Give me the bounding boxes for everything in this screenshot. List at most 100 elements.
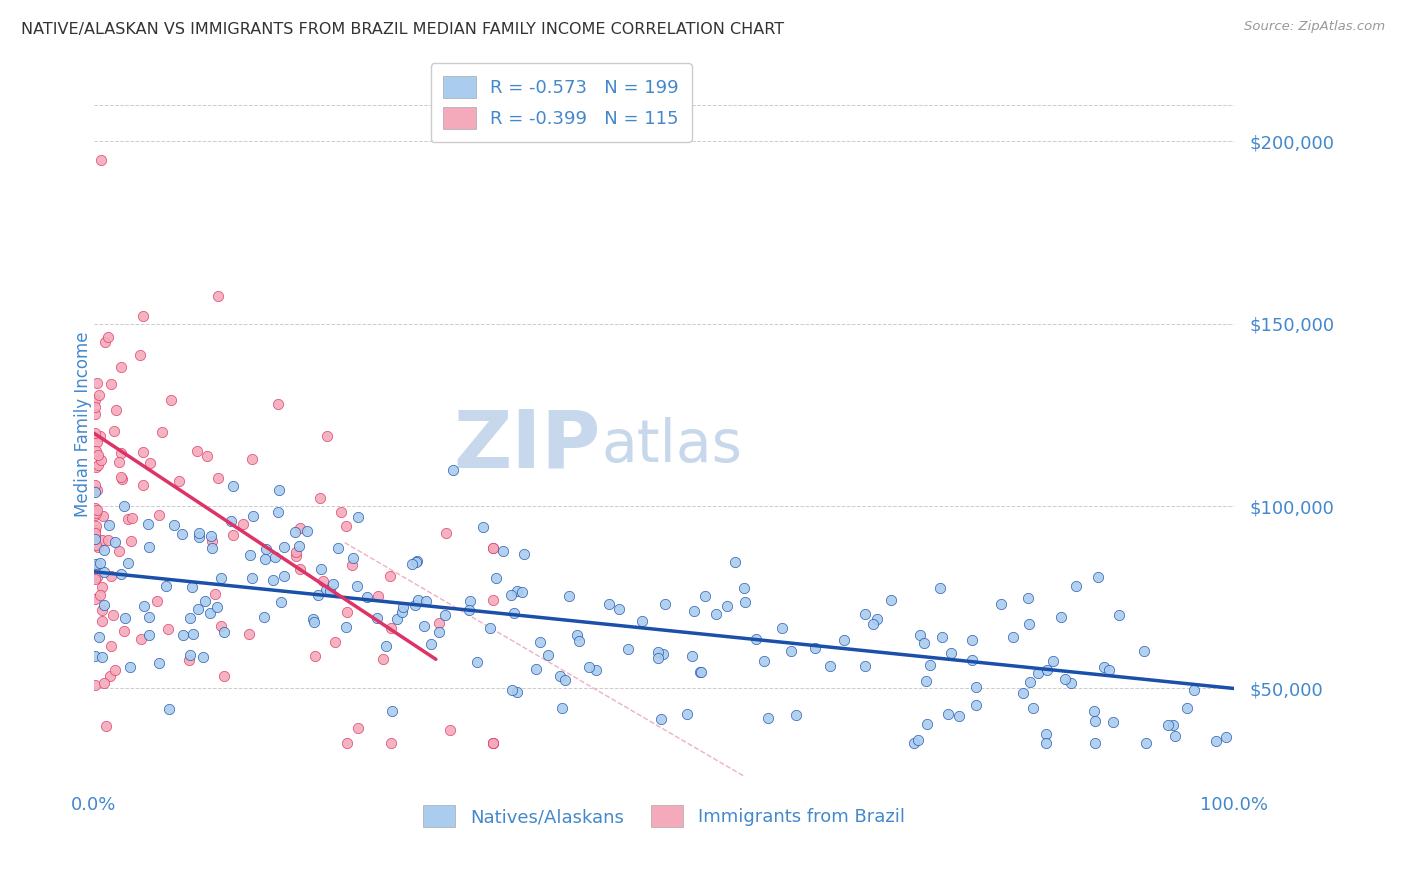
Point — [585, 663, 607, 677]
Point — [853, 607, 876, 621]
Point — [1001, 630, 1024, 644]
Point — [204, 586, 226, 600]
Point — [207, 289, 229, 303]
Point — [284, 549, 307, 563]
Point — [179, 653, 201, 667]
Point — [1018, 617, 1040, 632]
Point — [1083, 704, 1105, 718]
Point — [513, 547, 536, 561]
Legend: Natives/Alaskans, Immigrants from Brazil: Natives/Alaskans, Immigrants from Brazil — [416, 798, 912, 835]
Point — [551, 701, 574, 715]
Point — [312, 574, 335, 589]
Point — [912, 636, 935, 650]
Point — [86, 376, 108, 390]
Point — [117, 512, 139, 526]
Point — [87, 540, 110, 554]
Point — [263, 549, 285, 564]
Point — [84, 400, 107, 414]
Point — [689, 665, 711, 679]
Point — [647, 650, 669, 665]
Point — [941, 646, 963, 660]
Point — [98, 669, 121, 683]
Point — [302, 615, 325, 629]
Point — [262, 573, 284, 587]
Point — [114, 611, 136, 625]
Point — [1060, 676, 1083, 690]
Point — [506, 584, 529, 599]
Point — [254, 552, 277, 566]
Point — [336, 605, 359, 619]
Point — [723, 555, 745, 569]
Point — [914, 674, 936, 689]
Point — [336, 736, 359, 750]
Point — [93, 565, 115, 579]
Point — [960, 632, 983, 647]
Point — [607, 602, 630, 616]
Point — [134, 599, 156, 613]
Point — [84, 559, 107, 574]
Point — [465, 655, 488, 669]
Point — [427, 616, 450, 631]
Point — [482, 736, 505, 750]
Point — [371, 651, 394, 665]
Point — [482, 593, 505, 607]
Point — [1215, 730, 1237, 744]
Point — [180, 580, 202, 594]
Point — [179, 611, 201, 625]
Point — [948, 709, 970, 723]
Point — [84, 392, 107, 407]
Point — [98, 517, 121, 532]
Point — [695, 589, 717, 603]
Point — [104, 663, 127, 677]
Point — [84, 526, 107, 541]
Point — [347, 721, 370, 735]
Point — [434, 526, 457, 541]
Point — [195, 449, 218, 463]
Point — [84, 425, 107, 440]
Point — [1102, 714, 1125, 729]
Point — [965, 680, 987, 694]
Point — [681, 648, 703, 663]
Point — [1012, 685, 1035, 699]
Point — [565, 627, 588, 641]
Point — [112, 624, 135, 638]
Point — [89, 429, 111, 443]
Point — [160, 392, 183, 407]
Point — [91, 580, 114, 594]
Point — [458, 593, 481, 607]
Point — [120, 534, 142, 549]
Point — [187, 530, 209, 544]
Point — [93, 508, 115, 523]
Point — [907, 732, 929, 747]
Point — [84, 557, 107, 571]
Point — [269, 483, 291, 497]
Point — [222, 527, 245, 541]
Point — [439, 723, 461, 737]
Point — [201, 534, 224, 549]
Point — [652, 647, 675, 661]
Point — [785, 707, 807, 722]
Point — [207, 471, 229, 485]
Point — [1053, 672, 1076, 686]
Point — [862, 616, 884, 631]
Point — [89, 630, 111, 644]
Point — [380, 621, 402, 635]
Point — [492, 544, 515, 558]
Point — [568, 634, 591, 648]
Point — [266, 504, 288, 518]
Point — [650, 712, 672, 726]
Point — [558, 589, 581, 603]
Point — [84, 592, 107, 607]
Point — [482, 541, 505, 555]
Point — [770, 621, 793, 635]
Point — [346, 579, 368, 593]
Text: Source: ZipAtlas.com: Source: ZipAtlas.com — [1244, 20, 1385, 33]
Point — [91, 533, 114, 547]
Point — [295, 524, 318, 538]
Point — [316, 429, 339, 443]
Point — [415, 594, 437, 608]
Point — [100, 639, 122, 653]
Point — [1135, 736, 1157, 750]
Point — [529, 634, 551, 648]
Point — [103, 425, 125, 439]
